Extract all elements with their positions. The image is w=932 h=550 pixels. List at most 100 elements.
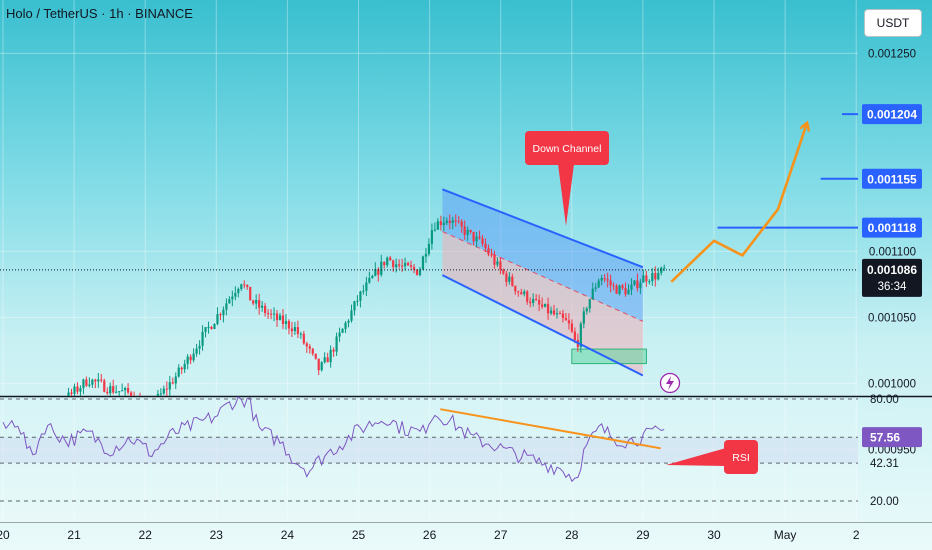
price-tick-label: 0.001000 — [868, 378, 916, 390]
candle-body — [272, 313, 276, 315]
candle-body — [460, 221, 463, 227]
rsi-trendline — [440, 408, 661, 450]
candle-body — [287, 321, 291, 329]
candle-body — [430, 230, 434, 244]
candle-body — [302, 333, 305, 344]
candle-body — [403, 262, 407, 267]
candle-body — [243, 284, 246, 286]
candle-body — [94, 379, 97, 382]
candle-body — [171, 382, 174, 384]
down-channel-callout: Down Channel — [525, 131, 609, 226]
candle-body — [335, 336, 338, 352]
candle-body — [409, 265, 413, 267]
candle-body — [639, 282, 642, 289]
candle-body — [290, 328, 294, 332]
candle-body — [195, 348, 198, 354]
candle-body — [168, 382, 171, 390]
candle-body — [91, 379, 94, 385]
candle-body — [636, 280, 639, 289]
candle-body — [597, 280, 600, 288]
candle-body — [305, 343, 308, 347]
candle-body — [368, 277, 371, 283]
candle-body — [198, 345, 201, 349]
channel-upper-line — [442, 188, 644, 269]
candle-body — [308, 346, 311, 349]
candle-body — [281, 315, 285, 325]
candle-body — [663, 267, 666, 269]
candle-body — [654, 273, 657, 280]
candle-body — [246, 284, 249, 287]
candle-body — [100, 379, 103, 381]
candle-body — [421, 256, 425, 270]
candle-body — [252, 300, 255, 304]
candle-body — [156, 393, 159, 396]
candle-body — [442, 222, 445, 226]
callout-pointer — [558, 164, 574, 226]
rsi-value-label: 57.56 — [870, 431, 900, 445]
candle-body — [177, 367, 180, 377]
time-axis: 20 21 22 23 24 25 26 27 28 29 30 May 2 — [0, 528, 860, 542]
candle-body — [216, 314, 219, 324]
candle-body — [579, 323, 582, 348]
candle-body — [371, 275, 374, 278]
candle-body — [436, 221, 439, 230]
candle-body — [526, 291, 529, 302]
candle-body — [621, 285, 624, 288]
candle-body — [266, 313, 270, 315]
price-tick-label: 0.001100 — [869, 246, 916, 258]
candle-body — [505, 273, 508, 282]
price-tick-label: 0.001250 — [868, 48, 916, 60]
candle-body — [183, 363, 186, 370]
price-tick-label: 0.001050 — [868, 312, 916, 324]
currency-selector[interactable]: USDT — [864, 9, 922, 37]
candle-body — [296, 327, 299, 334]
level-price-label: 0.001204 — [867, 108, 917, 122]
candle-body — [511, 276, 514, 286]
candle-body — [264, 305, 267, 314]
candle-body — [82, 379, 85, 389]
candle-body — [234, 293, 237, 297]
callout-label: Down Channel — [533, 143, 602, 155]
candle-body — [484, 243, 487, 249]
candle-body — [463, 226, 466, 236]
time-tick-label: 24 — [281, 528, 295, 542]
candle-body — [627, 289, 630, 295]
candle-body — [445, 220, 448, 223]
candle-body — [401, 265, 404, 267]
candle-body — [106, 391, 109, 394]
candle-body — [541, 304, 544, 307]
candle-body — [523, 291, 526, 295]
candle-body — [466, 229, 469, 236]
rsi-tick-label: 42.31 — [870, 458, 899, 470]
time-tick-label: 2 — [853, 528, 860, 542]
candle-body — [606, 279, 609, 281]
price-axis: 0.001250 0.001100 0.001050 0.001000 0.000950… — [862, 48, 922, 508]
candle-body — [538, 300, 541, 305]
candle-body — [258, 300, 261, 308]
candle-body — [112, 386, 115, 393]
bar-countdown-label: 36:34 — [878, 281, 907, 293]
candle-body — [320, 362, 323, 371]
time-tick-label: May — [774, 528, 797, 542]
time-tick-label: 21 — [67, 528, 81, 542]
candle-body — [347, 320, 350, 323]
candle-body — [582, 311, 585, 324]
price-plot: Down Channel — [0, 113, 858, 396]
candle-body — [570, 323, 573, 332]
candle-body — [225, 303, 228, 310]
candle-body — [424, 254, 428, 257]
candle-body — [67, 392, 70, 396]
candle-body — [118, 391, 121, 393]
candle-body — [490, 254, 493, 256]
candle-body — [406, 262, 410, 266]
candle-body — [350, 310, 353, 321]
candle-body — [293, 327, 296, 332]
candle-body — [380, 261, 383, 275]
rsi-tick-label: 20.00 — [870, 496, 899, 508]
candle-body — [499, 261, 502, 270]
candle-body — [618, 285, 621, 294]
candle-body — [448, 220, 451, 223]
candle-body — [210, 326, 213, 329]
chart-title[interactable]: Holo / TetherUS · 1h · BINANCE — [6, 6, 193, 21]
